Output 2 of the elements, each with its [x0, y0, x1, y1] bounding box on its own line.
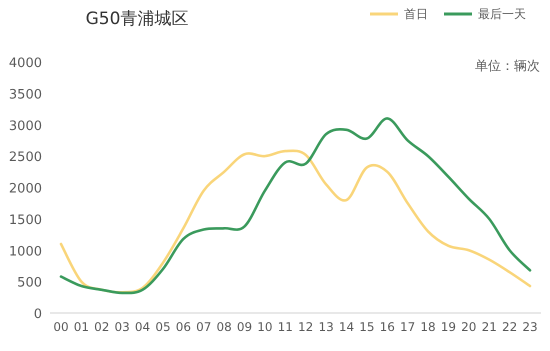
- annotation: 单位：辆次: [475, 59, 540, 74]
- title: G50青浦城区: [86, 9, 188, 29]
